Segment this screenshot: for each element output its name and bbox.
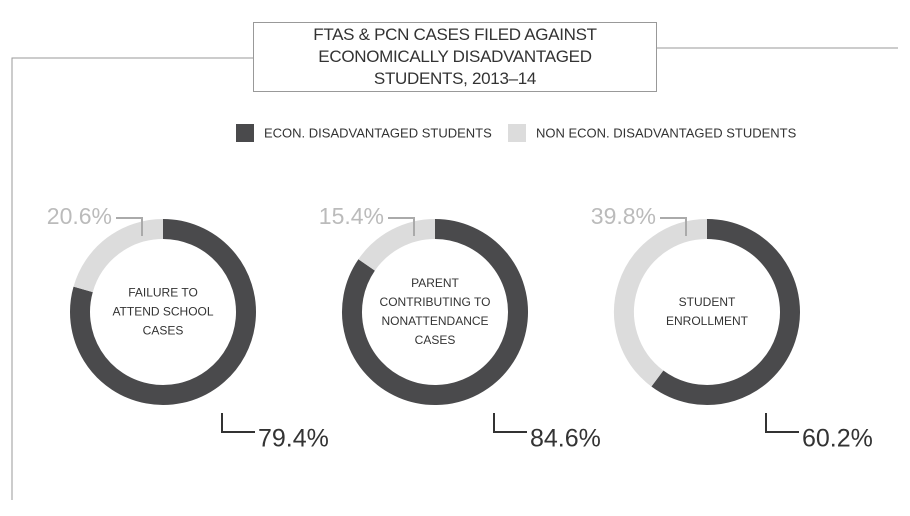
label-leader [493, 413, 527, 433]
value-label: 84.6% [530, 425, 601, 453]
value-label: 79.4% [258, 425, 329, 453]
donut-segment [342, 219, 528, 405]
donut-label: FAILURE TO ATTEND SCHOOL CASES [112, 285, 214, 338]
legend-swatch [508, 124, 526, 142]
label-leader [388, 217, 415, 236]
donut-segment [70, 219, 256, 405]
donut-label: STUDENT ENROLLMENT [665, 295, 748, 328]
donut-segment [651, 219, 800, 405]
label-leader [221, 413, 255, 433]
value-label: 39.8% [591, 203, 656, 229]
legend-label: NON ECON. DISADVANTAGED STUDENTS [536, 125, 797, 140]
label-leader [660, 217, 687, 236]
value-label: 20.6% [47, 203, 112, 229]
legend-swatch [236, 124, 254, 142]
donut-segment [358, 219, 436, 271]
chart-title: FTAS & PCN CASES FILED AGAINST ECONOMICA… [253, 22, 657, 92]
value-label: 60.2% [802, 425, 873, 453]
value-label: 15.4% [319, 203, 384, 229]
frame [11, 57, 253, 500]
donut-label: PARENT CONTRIBUTING TO NONATTENDANCE CAS… [379, 276, 491, 347]
legend-label: ECON. DISADVANTAGED STUDENTS [264, 125, 492, 140]
donut-segment [73, 219, 164, 293]
label-leader [765, 413, 799, 433]
donut-segment [614, 219, 708, 387]
label-leader [116, 217, 143, 236]
